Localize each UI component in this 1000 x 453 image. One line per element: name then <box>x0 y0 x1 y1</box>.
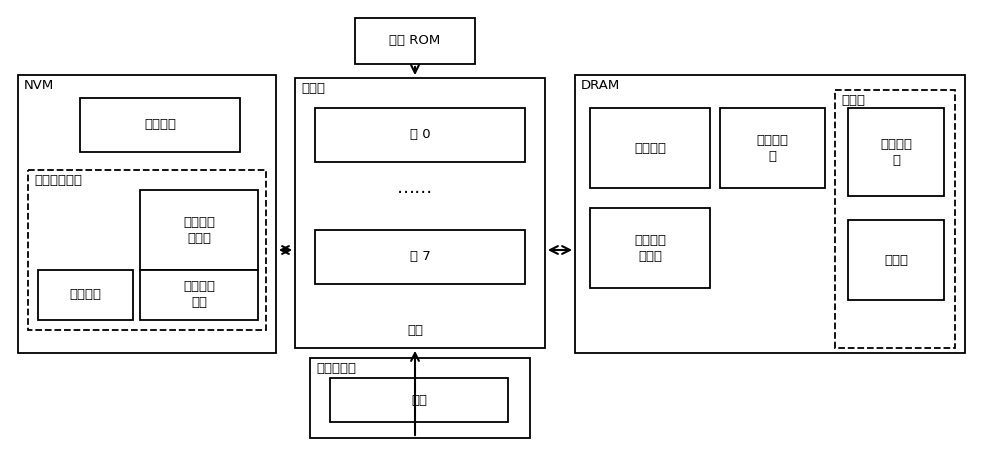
Text: 静态数据: 静态数据 <box>70 289 102 302</box>
Text: 处理器: 处理器 <box>301 82 325 95</box>
Bar <box>28 170 266 330</box>
Text: 引导固件: 引导固件 <box>144 119 176 131</box>
Bar <box>575 75 965 353</box>
Text: NVM: NVM <box>24 79 54 92</box>
Bar <box>848 108 944 196</box>
Text: 固件: 固件 <box>411 394 427 406</box>
Bar <box>590 108 710 188</box>
Bar <box>140 270 258 320</box>
Text: ……: …… <box>397 179 433 197</box>
Text: 中断向量
表: 中断向量 表 <box>880 138 912 167</box>
Text: 静态数据: 静态数据 <box>634 141 666 154</box>
Bar <box>330 378 508 422</box>
Bar <box>355 18 475 64</box>
Text: 固件 ROM: 固件 ROM <box>389 34 441 48</box>
Text: 镜像服务器: 镜像服务器 <box>316 362 356 375</box>
Text: DRAM: DRAM <box>581 79 620 92</box>
Bar <box>18 75 276 353</box>
Bar <box>315 108 525 162</box>
Bar <box>295 78 545 348</box>
Bar <box>848 220 944 300</box>
Text: 通信中间
件状态: 通信中间 件状态 <box>634 233 666 262</box>
Bar <box>590 208 710 288</box>
Bar <box>80 98 240 152</box>
Bar <box>720 108 825 188</box>
Text: 被保护: 被保护 <box>841 94 865 107</box>
Text: 远程: 远程 <box>407 323 423 337</box>
Bar <box>315 230 525 284</box>
Text: 运行时数
据: 运行时数 据 <box>757 134 788 163</box>
Bar <box>140 190 258 270</box>
Text: （临时数据）: （临时数据） <box>34 174 82 187</box>
Bar <box>38 270 133 320</box>
Text: 核 7: 核 7 <box>410 251 430 264</box>
Text: 通信中间
件状态: 通信中间 件状态 <box>183 216 215 245</box>
Bar <box>835 90 955 348</box>
Text: 核 0: 核 0 <box>410 129 430 141</box>
Bar <box>310 358 530 438</box>
Text: 代码段: 代码段 <box>884 254 908 266</box>
Text: 快速恢复
标志: 快速恢复 标志 <box>183 280 215 309</box>
